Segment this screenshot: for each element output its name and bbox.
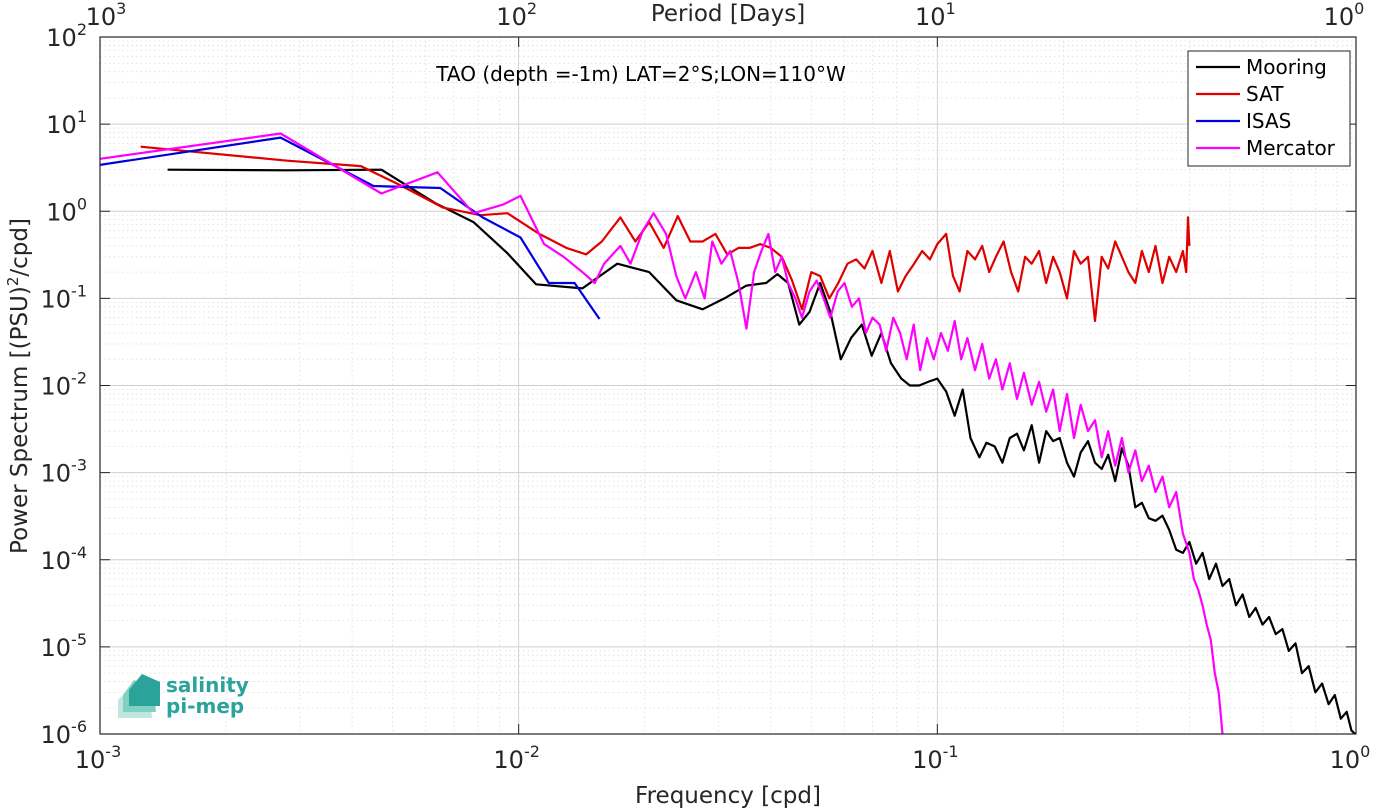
y-tick-label: 10-5 [41,630,88,662]
y-tick-label: 101 [46,107,87,139]
top-tick-label: 100 [1324,0,1365,31]
series-line-isas [100,136,601,320]
y-tick-label: 100 [46,194,87,226]
series-layer [100,132,1356,734]
y-tick-label: 10-1 [41,281,88,313]
top-axis-title: Period [Days] [651,1,805,27]
y-axis-title-tail: /cpd] [7,218,33,277]
legend-label-isas: ISAS [1246,109,1291,133]
y-axis-title-main: Power Spectrum [(PSU) [7,286,33,554]
top-tick-label: 103 [86,0,127,31]
logo-line-1: salinity [166,673,249,697]
x-axis-title: Frequency [cpd] [635,783,821,809]
series-line-mercator [100,132,1224,734]
y-axis-title: Power Spectrum [(PSU)2/cpd] [4,218,33,554]
logo-wave-dark [129,674,160,706]
logo-line-2: pi-mep [166,694,244,718]
x-tick-label: 10-1 [912,742,959,774]
salinity-pi-mep-logo: salinity pi-mep [118,673,249,718]
y-tick-label: 10-3 [41,456,88,488]
chart-annotation: TAO (depth =-1m) LAT=2°S;LON=110°W [435,62,846,86]
legend-label-sat: SAT [1246,82,1284,106]
x-tick-label: 100 [1330,742,1371,774]
legend: Mooring SAT ISAS Mercator [1187,50,1351,167]
legend-box [1187,50,1351,167]
legend-label-mercator: Mercator [1246,136,1336,160]
x-tick-label: 10-2 [493,742,540,774]
y-axis-title-sup: 2 [4,277,22,287]
top-tick-label: 102 [496,0,537,31]
legend-label-mooring: Mooring [1246,55,1327,79]
y-tick-label: 10-4 [41,543,88,575]
top-tick-label: 101 [915,0,956,31]
y-tick-label: 10-2 [41,369,88,401]
y-tick-label: 10-6 [41,717,88,749]
y-tick-label: 102 [46,20,87,52]
series-line-sat [140,145,1191,323]
x-tick-label: 10-3 [75,742,122,774]
series-line-mooring [167,168,1356,734]
ticks [99,36,1357,735]
